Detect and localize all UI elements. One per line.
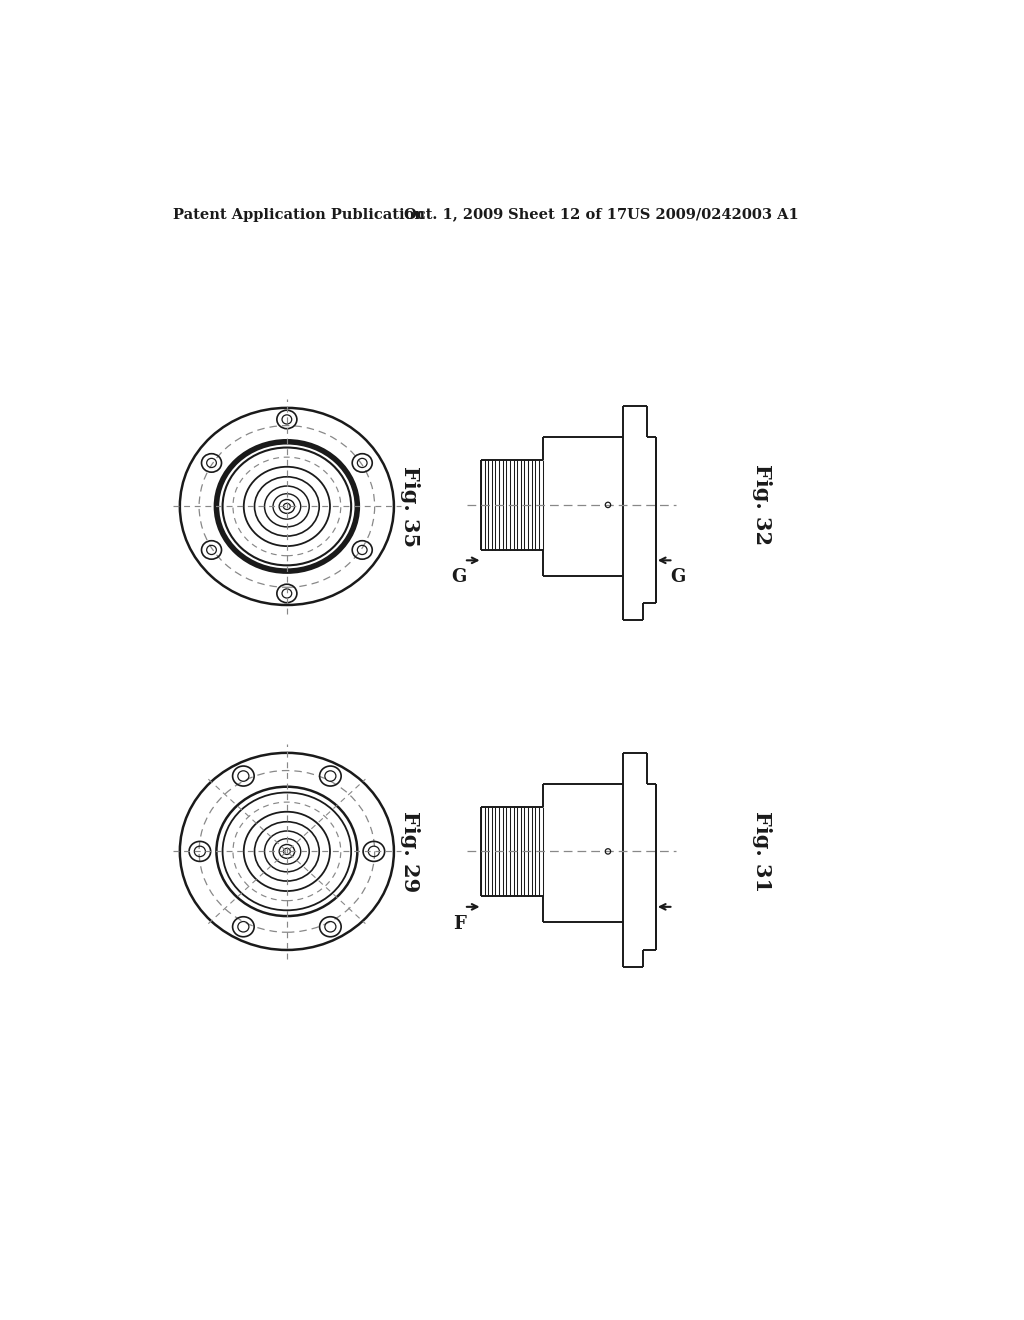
Text: Patent Application Publication: Patent Application Publication [173,207,425,222]
Text: F: F [453,915,466,932]
Text: Oct. 1, 2009: Oct. 1, 2009 [403,207,503,222]
Text: Fig. 31: Fig. 31 [752,810,772,892]
Text: Fig. 35: Fig. 35 [400,466,420,546]
Text: G: G [452,568,467,586]
Text: Sheet 12 of 17: Sheet 12 of 17 [508,207,627,222]
Text: US 2009/0242003 A1: US 2009/0242003 A1 [628,207,799,222]
Text: Fig. 29: Fig. 29 [400,810,420,892]
Text: G: G [671,568,686,586]
Text: Fig. 32: Fig. 32 [752,465,772,545]
